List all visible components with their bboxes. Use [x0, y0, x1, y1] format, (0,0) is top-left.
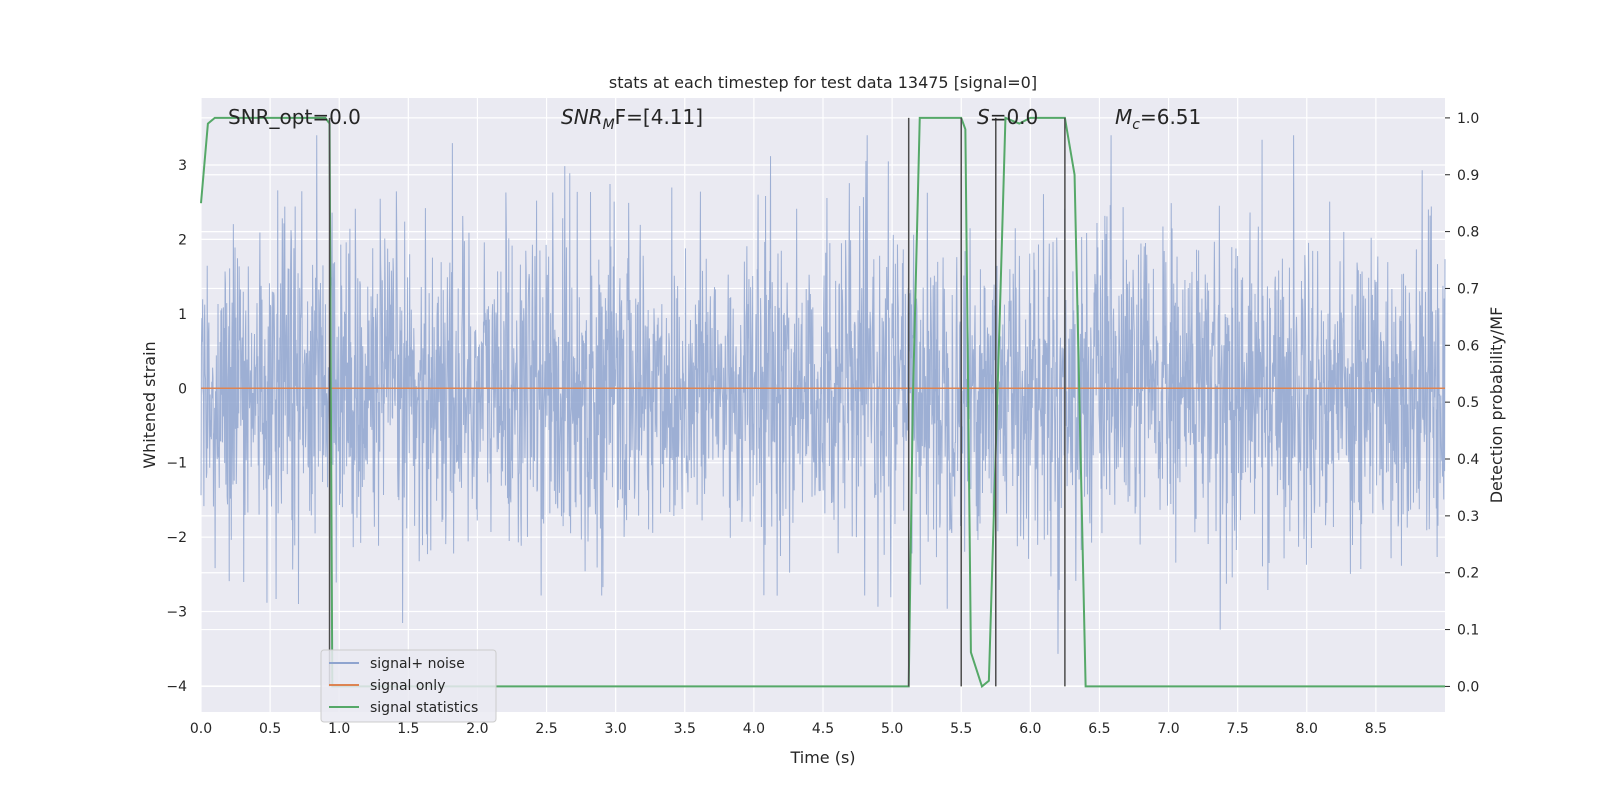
- x-axis-label: Time (s): [789, 748, 855, 767]
- y-tick-label-right: 0.1: [1457, 623, 1479, 639]
- x-tick-label: 7.5: [1227, 721, 1249, 737]
- annotation-s: S=0.0: [977, 105, 1038, 129]
- y-tick-label: 3: [178, 158, 187, 174]
- y-tick-label-right: 1.0: [1457, 111, 1479, 127]
- annotation-snr-mf-base: SNR: [561, 105, 603, 129]
- annotation-snr-opt: SNR_opt=0.0: [228, 105, 361, 129]
- x-tick-label: 1.5: [397, 721, 419, 737]
- noise-series: [200, 135, 1446, 654]
- y-tick-label-right: 0.3: [1457, 509, 1479, 525]
- x-tick-label: 6.5: [1088, 721, 1110, 737]
- y-tick-label-right: 0.5: [1457, 395, 1479, 411]
- annotation-mc-sub: c: [1132, 117, 1140, 133]
- x-tick-label: 7.0: [1157, 721, 1179, 737]
- x-tick-label: 8.5: [1365, 721, 1387, 737]
- annotation-snr-mf-rest: F=[4.11]: [615, 105, 703, 129]
- x-tick-label: 8.0: [1296, 721, 1318, 737]
- annotation-mc-rest: =6.51: [1140, 105, 1201, 129]
- y-tick-label: −1: [166, 456, 187, 472]
- y-tick-label-right: 0.2: [1457, 566, 1479, 582]
- series-signal-noise: [200, 135, 1446, 654]
- x-axis-ticks: 0.0 0.5 1.0 1.5 2.0 2.5 3.0 3.5 4.0 4.5 5.0 5.5 6.0 6…: [190, 721, 1387, 737]
- x-tick-label: 3.5: [674, 721, 696, 737]
- y-tick-label-right: 0.6: [1457, 338, 1479, 354]
- annotation-snr-mf-sub: M: [603, 117, 615, 133]
- y-tick-label: 2: [178, 232, 187, 248]
- y-tick-label-right: 0.7: [1457, 281, 1479, 297]
- y-axis-label: Whitened strain: [140, 341, 159, 468]
- series-signal-statistics: [200, 116, 1445, 689]
- x-tick-label: 4.5: [812, 721, 834, 737]
- x-tick-label: 4.0: [743, 721, 765, 737]
- legend-label-noise: signal+ noise: [370, 656, 465, 672]
- y-tick-label: 0: [178, 381, 187, 397]
- legend-box: [320, 649, 497, 723]
- x-tick-label: 6.0: [1019, 721, 1041, 737]
- y-tick-label-right: 0.4: [1457, 452, 1479, 468]
- annotation-snr-mf: SNRMF=[4.11]: [561, 105, 703, 133]
- x-tick-label: 0.0: [190, 721, 212, 737]
- x-tick-label: 5.0: [881, 721, 903, 737]
- chart-title: stats at each timestep for test data 134…: [609, 73, 1037, 92]
- vertical-markers: [328, 117, 1066, 687]
- legend-label-signal: signal only: [370, 678, 445, 694]
- y-axis-label-right: Detection probability/MF: [1487, 307, 1506, 504]
- x-tick-label: 5.5: [950, 721, 972, 737]
- y-axis-ticks-right: 1.0 0.9 0.8 0.7 0.6 0.5 0.4 0.3 0.2 0.1 0.0: [1445, 111, 1479, 695]
- annotation-mc: Mc=6.51: [1115, 105, 1201, 133]
- x-tick-label: 3.0: [605, 721, 627, 737]
- legend-label-statistics: signal statistics: [370, 700, 478, 716]
- y-tick-label: −2: [166, 530, 187, 546]
- x-tick-label: 0.5: [259, 721, 281, 737]
- annotation-s-base: S: [977, 105, 990, 129]
- y-tick-label-right: 0.0: [1457, 679, 1479, 695]
- legend: signal+ noise signal only signal statist…: [320, 649, 497, 723]
- y-tick-label: 1: [178, 307, 187, 323]
- series-layer: [200, 116, 1445, 689]
- y-tick-label-right: 0.9: [1457, 168, 1479, 184]
- x-tick-label: 2.0: [466, 721, 488, 737]
- y-tick-label: −3: [166, 605, 187, 621]
- y-axis-ticks-left: 3 2 1 0 −1 −2 −3 −4: [166, 158, 187, 695]
- y-tick-label: −4: [166, 679, 187, 695]
- y-tick-label-right: 0.8: [1457, 225, 1479, 241]
- x-tick-label: 1.0: [328, 721, 350, 737]
- annotation-mc-base: M: [1115, 105, 1132, 129]
- annotation-s-rest: =0.0: [990, 105, 1039, 129]
- x-tick-label: 2.5: [535, 721, 557, 737]
